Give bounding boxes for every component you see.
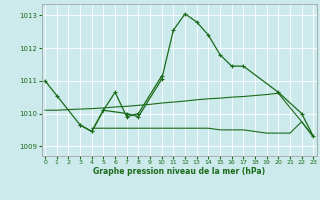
X-axis label: Graphe pression niveau de la mer (hPa): Graphe pression niveau de la mer (hPa) (93, 167, 265, 176)
